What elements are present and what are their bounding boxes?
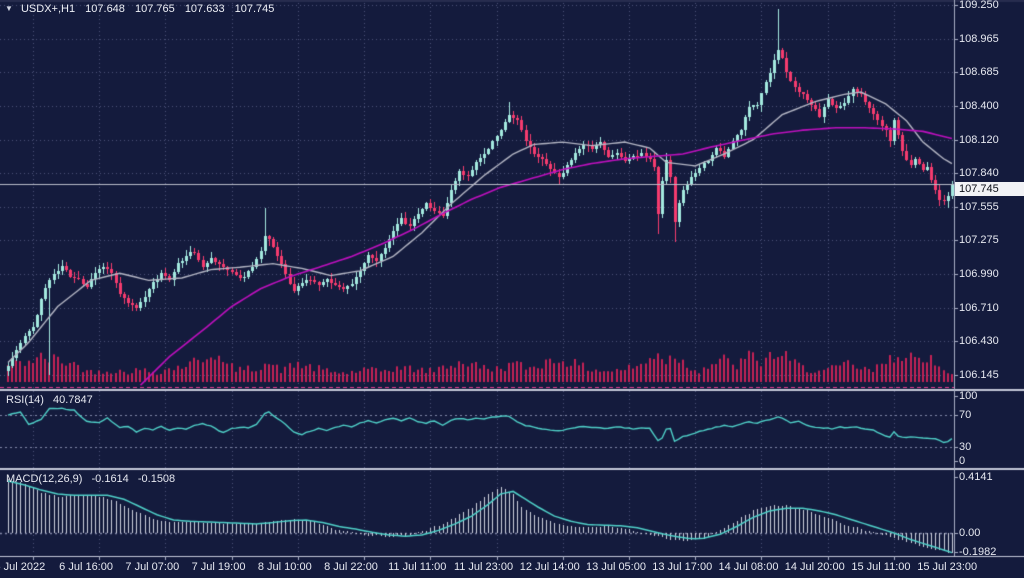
time-axis-label: 6 Jul 2022 <box>0 561 46 573</box>
current-price-tag: 107.745 <box>955 182 1024 196</box>
price-axis-label: 107.275 <box>959 234 999 247</box>
macd-axis-label: 0.4141 <box>959 471 993 483</box>
rsi-axis-label: 70 <box>959 409 972 421</box>
rsi-name: RSI(14) <box>6 394 44 406</box>
rsi-value: 40.7847 <box>52 394 93 406</box>
price-axis-label: 106.710 <box>959 301 999 314</box>
price-axis-label: 108.120 <box>959 133 999 146</box>
time-axis-label: 12 Jul 14:00 <box>519 561 580 573</box>
rsi-axis-label: 30 <box>959 441 972 453</box>
time-axis-label: 15 Jul 11:00 <box>851 561 911 573</box>
time-axis-label: 11 Jul 23:00 <box>453 561 514 573</box>
symbol-period-label: USDX+,H1 <box>20 3 76 15</box>
ohlc-open: 107.648 <box>85 3 125 15</box>
time-axis-label: 7 Jul 07:00 <box>125 561 180 573</box>
macd-signal-value: -0.1508 <box>137 473 176 485</box>
symbol-dropdown-icon[interactable]: ▼ <box>5 4 13 13</box>
ohlc-high: 107.765 <box>134 3 175 15</box>
chart-header: ▼ USDX+,H1 107.648 107.765 107.633 107.7… <box>5 3 274 15</box>
rsi-indicator-label: RSI(14) 40.7847 <box>6 394 93 406</box>
macd-axis-label: -0.1982 <box>959 546 997 558</box>
price-axis-label: 107.840 <box>959 167 999 180</box>
time-axis-label: 14 Jul 08:00 <box>718 561 779 573</box>
price-axis-label: 109.250 <box>959 0 999 11</box>
macd-main-value: -0.1614 <box>91 473 129 485</box>
price-axis-label: 108.965 <box>959 32 999 45</box>
price-axis-label: 108.685 <box>959 66 999 79</box>
time-axis-label: 8 Jul 22:00 <box>324 561 378 573</box>
price-axis-label: 106.430 <box>959 335 999 348</box>
time-axis-label: 14 Jul 20:00 <box>784 561 845 573</box>
price-axis-label: 106.145 <box>959 369 999 382</box>
macd-name: MACD(12,26,9) <box>6 473 83 485</box>
rsi-axis-label: 0 <box>959 455 966 467</box>
price-axis-label: 107.555 <box>959 201 999 214</box>
time-axis-label: 13 Jul 05:00 <box>586 561 646 573</box>
time-axis-label: 7 Jul 19:00 <box>191 561 246 573</box>
price-axis-label: 108.400 <box>959 100 999 113</box>
macd-indicator-label: MACD(12,26,9) -0.1614 -0.1508 <box>6 473 175 485</box>
time-axis-label: 8 Jul 10:00 <box>257 561 312 573</box>
rsi-axis-label: 100 <box>959 390 978 402</box>
time-axis-label: 15 Jul 23:00 <box>917 561 978 573</box>
time-axis-label: 13 Jul 17:00 <box>652 561 713 573</box>
macd-axis-label: 0.00 <box>959 527 981 539</box>
price-axis-label: 106.990 <box>959 268 999 281</box>
time-axis-label: 11 Jul 11:00 <box>388 561 447 573</box>
time-axis-label: 6 Jul 16:00 <box>59 561 113 573</box>
ohlc-close: 107.745 <box>234 3 275 15</box>
ohlc-low: 107.633 <box>184 3 225 15</box>
